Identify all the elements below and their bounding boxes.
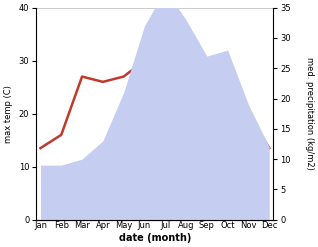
Y-axis label: med. precipitation (kg/m2): med. precipitation (kg/m2) [305,57,314,170]
Y-axis label: max temp (C): max temp (C) [4,85,13,143]
X-axis label: date (month): date (month) [119,233,191,243]
